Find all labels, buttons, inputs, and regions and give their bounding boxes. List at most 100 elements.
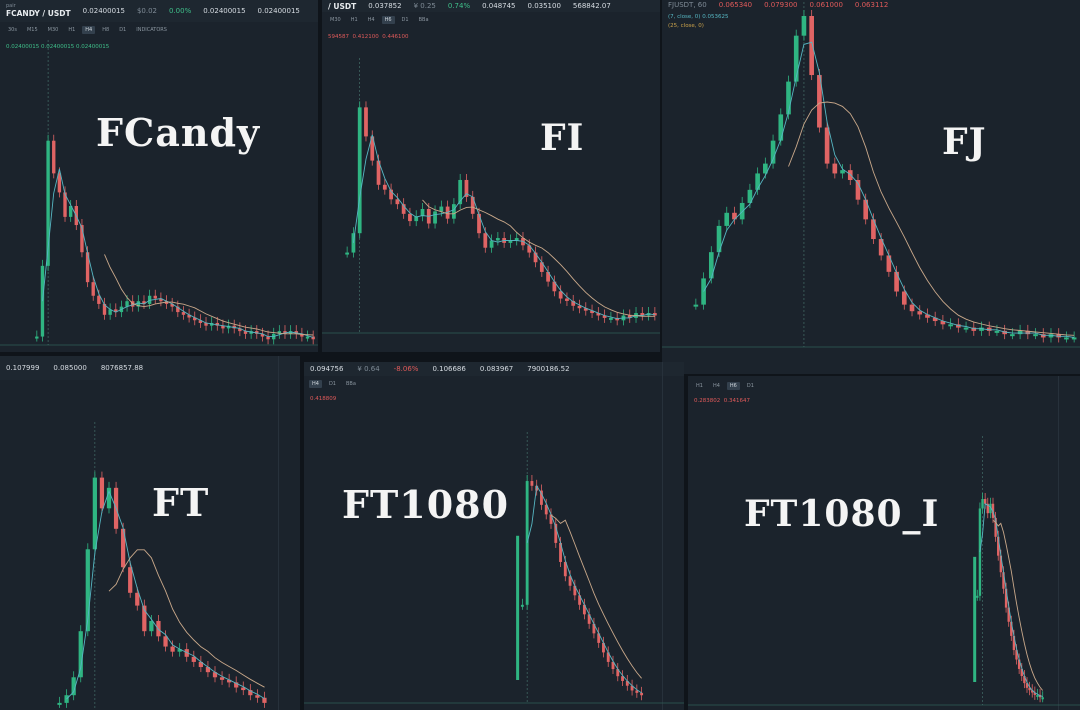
candle (514, 238, 519, 241)
candle (489, 240, 494, 248)
ticker-high: 0.02400015 (203, 7, 246, 15)
ticker-change: -8.06% (393, 365, 419, 373)
candle (994, 330, 1000, 333)
ma-slow-line (788, 101, 1075, 336)
candle (159, 298, 163, 302)
timeframe-tab[interactable]: H6 (726, 382, 740, 390)
candle (408, 213, 412, 222)
candle (234, 682, 239, 688)
candle (249, 331, 253, 334)
candle (232, 325, 236, 329)
candle (855, 180, 861, 200)
candle (102, 303, 107, 315)
candle (917, 311, 923, 315)
candle (97, 295, 101, 304)
timeframe-tab[interactable]: H1 (68, 27, 76, 33)
candle (156, 620, 161, 637)
candlestick-chart (57, 422, 267, 710)
candle (747, 189, 753, 203)
ticker-low: 0.02400015 (257, 7, 300, 15)
candle (64, 695, 69, 703)
candle (1036, 694, 1039, 697)
candle (149, 620, 154, 632)
timeframe-tab[interactable]: M30 (47, 27, 59, 33)
ma-slow-line (422, 199, 655, 317)
candle (554, 523, 558, 543)
candle (153, 295, 157, 299)
panel-ft1080-i: H1 H4 H6 D1 0.283802 0.341647 FT1080_I (688, 376, 1080, 710)
timeframe-tab[interactable]: H4 (82, 26, 96, 34)
candle (755, 173, 760, 190)
candle (108, 309, 112, 315)
candle (1040, 334, 1046, 338)
timeframe-tab[interactable]: M15 (26, 27, 38, 33)
candle (832, 163, 838, 174)
candle (571, 300, 576, 306)
candle (243, 331, 248, 334)
candle (163, 636, 168, 647)
pair-caption: pair (6, 3, 16, 10)
candle (357, 107, 362, 234)
candle (227, 679, 232, 683)
candlestick-chart (688, 436, 1080, 706)
ticker-change: 0.74% (447, 2, 471, 10)
candle (114, 309, 118, 313)
timeframe-tab[interactable]: BBa (345, 381, 356, 387)
candle (1048, 334, 1054, 338)
candle (439, 206, 444, 212)
candle (68, 206, 73, 217)
candle (63, 192, 67, 217)
ticker-low: 0.035100 (527, 2, 561, 10)
timeframe-tab[interactable]: H4 (712, 383, 720, 389)
timeframe-tab[interactable]: M30 (330, 17, 341, 23)
candle (1023, 676, 1026, 684)
timeframe-tab[interactable]: D1 (328, 381, 336, 387)
pair-selector[interactable]: / USDT (328, 1, 357, 11)
indicator-readout: 0.418809 (310, 396, 337, 402)
candle (565, 298, 569, 301)
pair-selector[interactable]: FCANDY / USDT (6, 8, 71, 18)
candle (389, 189, 393, 200)
indicators-button[interactable]: INDICATORS (136, 27, 167, 33)
candle (583, 308, 588, 311)
candle (602, 642, 605, 653)
candle (288, 331, 293, 334)
candle (793, 35, 799, 82)
candle (382, 184, 387, 190)
candle (568, 576, 572, 586)
timeframe-tab[interactable]: D1 (401, 17, 409, 23)
candle (52, 140, 56, 174)
timeframe-tab[interactable]: H8 (102, 27, 110, 33)
candle (1033, 692, 1037, 695)
timeframe-tab[interactable]: H1 (350, 17, 358, 23)
candle (786, 81, 791, 115)
candle (986, 327, 992, 331)
timeframe-tab[interactable]: D1 (746, 383, 754, 389)
candle (1015, 650, 1018, 660)
timeframe-tab[interactable]: H1 (696, 383, 703, 389)
candle (311, 336, 315, 340)
candle (716, 225, 722, 253)
ohlc-high: 0.079300 (764, 1, 798, 9)
timeframe-tab[interactable]: H4 (309, 380, 322, 388)
candle (452, 204, 456, 219)
candle (125, 301, 129, 307)
candlestick-chart (304, 432, 684, 704)
candle (1007, 607, 1010, 622)
candle (177, 649, 182, 652)
candle (464, 179, 469, 197)
candle (809, 16, 814, 76)
timeframe-tab[interactable]: BBa (418, 17, 429, 23)
timeframe-tab[interactable]: H4 (367, 17, 375, 23)
timeframe-tab[interactable]: H6 (381, 16, 395, 24)
candle (840, 170, 845, 174)
candle (978, 508, 982, 596)
timeframe-bar: H4 D1 BBa (304, 380, 364, 388)
candle (508, 240, 513, 243)
candle (495, 238, 500, 241)
candle (187, 314, 191, 318)
timeframe-tab[interactable]: D1 (119, 27, 127, 33)
candle (136, 301, 141, 307)
timeframe-tab[interactable]: 30s (8, 27, 17, 33)
ticker-header: pair FCANDY / USDT 0.02400015 $0.02 0.00… (0, 0, 318, 22)
